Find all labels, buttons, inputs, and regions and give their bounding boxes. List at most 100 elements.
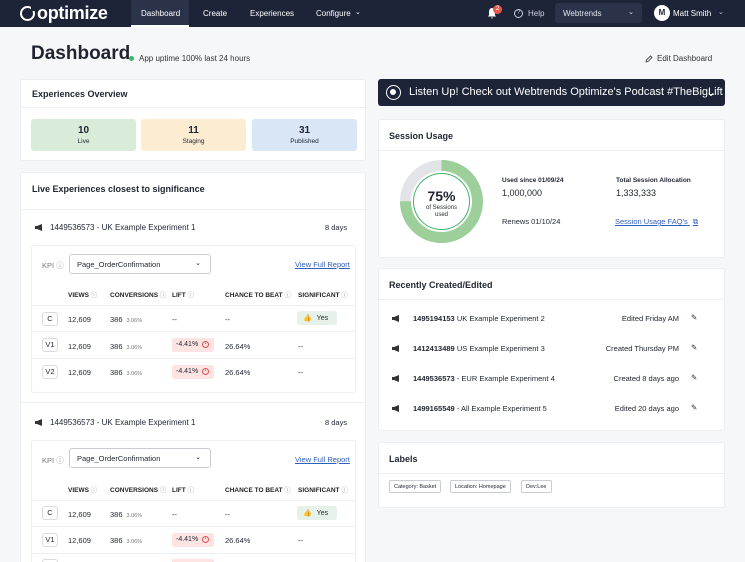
recent-item[interactable]: 1449536573 - EUR Example Experiment 4 [392,374,555,383]
user-name[interactable]: Matt Smith [673,9,712,18]
recent-item[interactable]: 1495194153 UK Example Experiment 2 [392,314,545,323]
megaphone-icon [392,375,399,382]
info-icon: ⓘ [284,487,291,494]
view-full-report-link[interactable]: View Full Report [295,260,350,269]
view-full-report-link[interactable]: View Full Report [295,455,350,464]
divider [31,526,356,527]
divider [31,500,356,501]
session-percent: 75% [427,188,456,204]
col-lift[interactable]: LIFT ⓘ [172,487,195,494]
nav-experiences[interactable]: Experiences [250,9,295,18]
recent-time: Created Thursday PM [605,344,679,353]
conversions-value: 386 3.06% [110,536,143,545]
info-icon: ⓘ [56,456,64,465]
chevron-down-icon[interactable]: ⌄ [705,85,716,99]
chance-to-beat-value: -- [225,510,230,519]
total-label: Total Session Allocation [616,177,691,184]
stat-published-value: 31 [298,125,311,136]
divider [379,150,724,151]
megaphone-icon [392,405,399,412]
experiment-name: 1449536573 - UK Example Experiment 1 [50,418,196,427]
kpi-label: KPI ⓘ [42,456,64,465]
logo[interactable]: optimize [20,3,108,23]
col-conversions[interactable]: CONVERSIONS ⓘ [110,487,167,494]
session-faq-link[interactable]: Session Usage FAQ's ⧉ [615,217,699,226]
pencil-icon[interactable]: ✎ [691,373,698,382]
col-significant[interactable]: SIGNIFICANT ⓘ [298,487,348,494]
col-chance-to-beat[interactable]: CHANCE TO BEAT ⓘ [225,487,291,494]
stat-staging[interactable]: 11 Staging [141,119,246,151]
top-nav: optimize Dashboard Create Experiences Co… [0,0,745,27]
nav-create[interactable]: Create [203,9,228,18]
thumbs-up-icon: 👍 [303,315,312,322]
kpi-select[interactable]: Page_OrderConfirmation ⌄ [69,254,211,274]
col-chance-to-beat[interactable]: CHANCE TO BEAT ⓘ [225,292,291,299]
podcast-banner[interactable]: Listen Up! Check out Webtrends Optimize'… [378,79,725,106]
podcast-icon [386,85,401,100]
workspace-select[interactable]: Webtrends ⌄ [555,3,642,23]
pencil-icon[interactable]: ✎ [691,343,698,352]
col-conversions[interactable]: CONVERSIONS ⓘ [110,292,167,299]
divider [21,107,365,108]
recent-item[interactable]: 1499165549 - All Example Experiment 5 [392,404,547,413]
lift-badge: -4.41% • [172,338,214,352]
live-title: Live Experiences closest to significance [32,184,205,194]
nav-dashboard[interactable]: Dashboard [141,9,181,18]
nav-configure[interactable]: Configure [316,9,351,18]
help-link[interactable]: ? Help [514,9,544,18]
info-icon: ⓘ [56,261,64,270]
session-title: Session Usage [389,131,454,141]
chevron-down-icon: ⌄ [628,9,634,16]
col-views[interactable]: VIEWS ⓘ [68,292,98,299]
stat-live[interactable]: 10 Live [31,119,136,151]
used-label: Used since 01/09/24 [502,177,564,184]
donut-used-arc [400,160,483,243]
divider [379,473,724,474]
label-chip[interactable]: Category: Basket [389,480,442,493]
col-significant[interactable]: SIGNIFICANT ⓘ [298,292,348,299]
experiment-row[interactable]: 1449536573 - UK Example Experiment 1 [35,418,195,427]
significant-value: -- [298,536,303,545]
chance-to-beat-value: -- [225,315,230,324]
significant-value: -- [298,368,303,377]
recent-time: Edited Friday AM [621,314,679,323]
chevron-down-icon[interactable]: ⌄ [718,9,724,16]
help-icon: ? [514,9,523,18]
info-icon: ⓘ [187,487,195,494]
label-chip[interactable]: Location: Homepage [450,480,511,493]
pencil-icon [645,54,653,63]
recent-item[interactable]: 1412413489 US Example Experiment 3 [392,344,545,353]
variant-badge: V1 [42,338,58,352]
col-lift[interactable]: LIFT ⓘ [172,292,195,299]
info-icon: ⓘ [90,292,98,299]
chevron-down-icon: ⌄ [195,454,201,461]
logo-icon [20,5,36,21]
stat-published[interactable]: 31 Published [252,119,357,151]
lift-value: -- [172,510,177,519]
avatar[interactable]: M [654,5,670,21]
overview-title: Experiences Overview [32,89,128,99]
info-icon: ⓘ [159,487,167,494]
session-donut-chart [400,160,483,243]
chance-to-beat-value: 26.64% [225,536,251,545]
thumbs-up-icon: 👍 [303,510,312,517]
significant-badge: 👍 Yes [297,506,337,520]
views-value: 12,609 [68,342,91,351]
chevron-down-icon[interactable]: ⌄ [355,9,361,16]
conversions-value: 386 3.06% [110,342,143,351]
divider [20,402,366,403]
pencil-icon[interactable]: ✎ [691,313,698,322]
experiment-row[interactable]: 1449536573 - UK Example Experiment 1 [35,223,195,232]
uptime-label: App uptime 100% last 24 hours [139,54,251,63]
label-chip[interactable]: Dev:Lee [521,480,552,493]
lift-badge: -4.41% • [172,365,214,379]
kpi-select[interactable]: Page_OrderConfirmation ⌄ [69,448,211,468]
edit-dashboard-button[interactable]: Edit Dashboard [645,54,712,63]
logo-text: optimize [37,2,108,23]
lift-badge: -4.41% • [172,533,214,547]
negative-icon: • [202,536,209,543]
info-icon: ⓘ [284,292,291,299]
pencil-icon[interactable]: ✎ [691,403,698,412]
col-views[interactable]: VIEWS ⓘ [68,487,98,494]
help-label: Help [528,9,545,18]
